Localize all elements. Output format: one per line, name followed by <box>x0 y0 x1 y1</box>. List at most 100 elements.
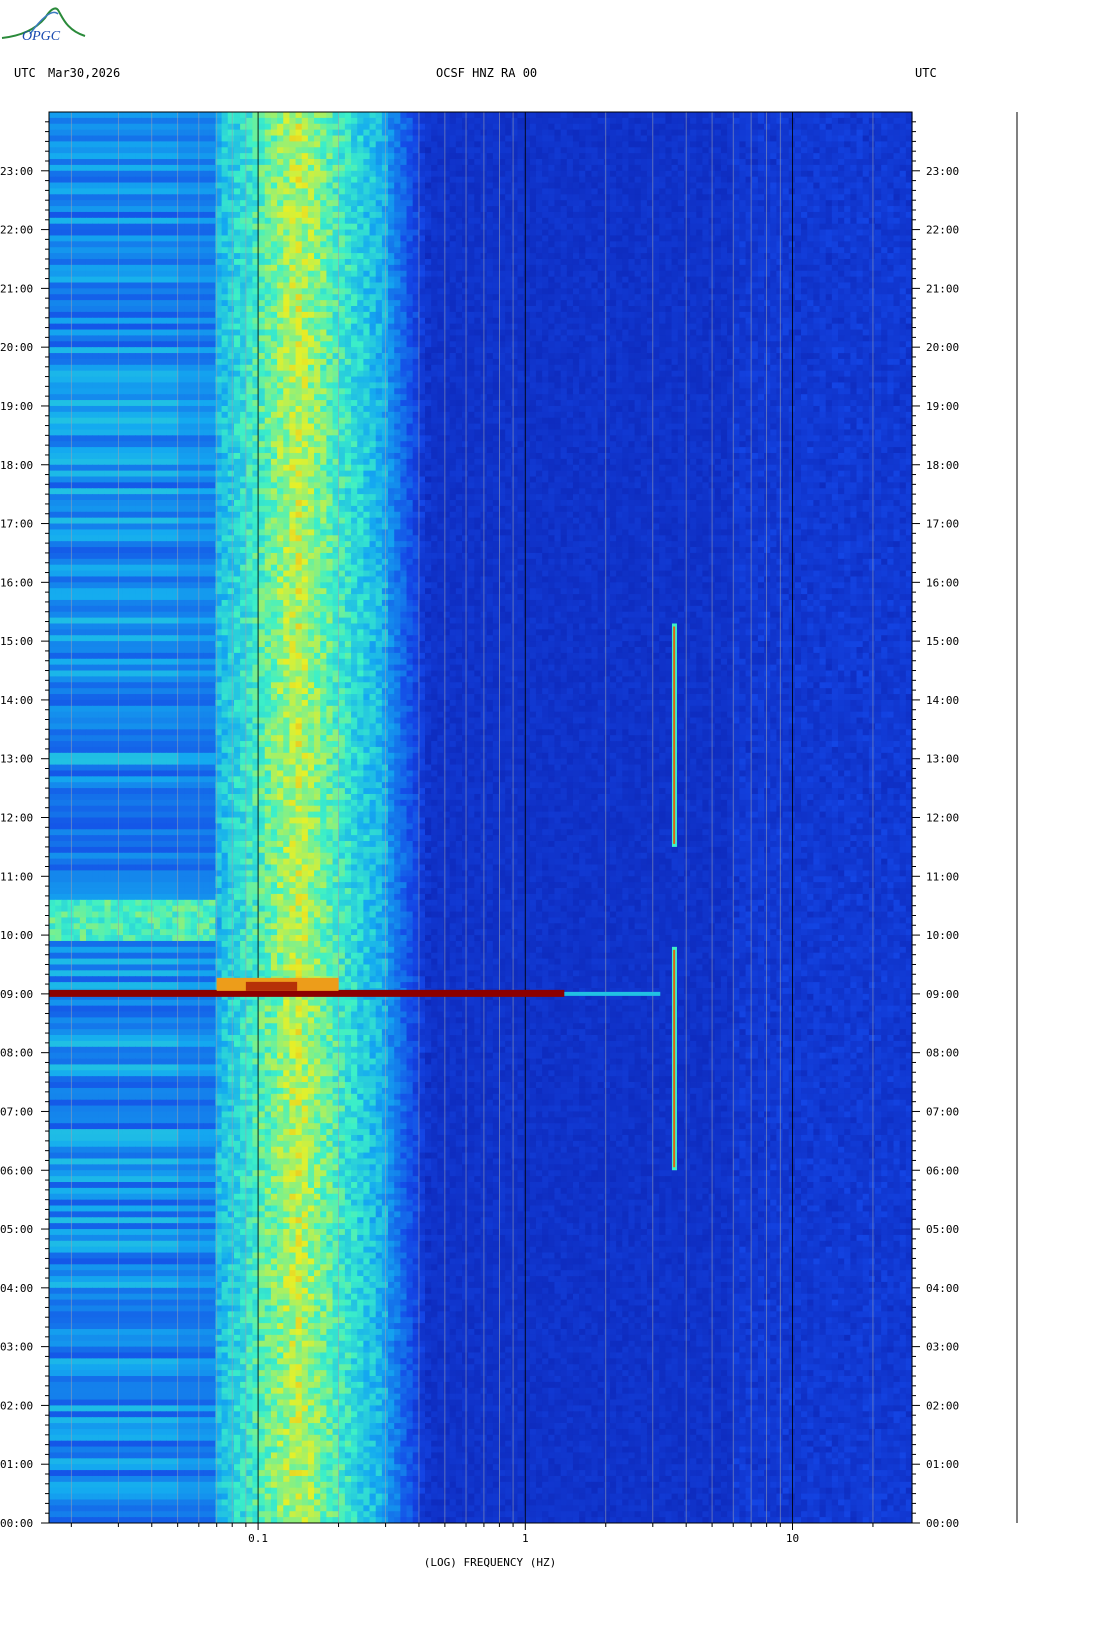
heatmap-cell <box>757 276 765 283</box>
heatmap-cell <box>320 317 327 325</box>
heatmap-cell <box>690 141 697 148</box>
heatmap-cell <box>862 264 870 272</box>
heatmap-cell <box>264 141 272 148</box>
heatmap-cell <box>351 235 358 242</box>
heatmap-cell <box>135 264 143 272</box>
heatmap-cell <box>388 270 395 278</box>
heatmap-cell <box>406 264 414 272</box>
heatmap-cell <box>905 123 913 131</box>
heatmap-cell <box>209 117 217 125</box>
heatmap-cell <box>881 288 888 295</box>
heatmap-cell <box>782 300 790 307</box>
heatmap-cell <box>646 159 654 166</box>
heatmap-cell <box>542 188 549 195</box>
heatmap-cell <box>351 294 358 301</box>
heatmap-cell <box>505 147 512 154</box>
heatmap-cell <box>548 229 556 236</box>
heatmap-cell <box>73 217 81 225</box>
heatmap-cell <box>135 188 143 195</box>
heatmap-cell <box>492 164 500 172</box>
heatmap-cell <box>702 141 710 148</box>
heatmap-cell <box>683 229 691 236</box>
heatmap-cell <box>166 129 173 136</box>
heatmap-cell <box>838 306 845 313</box>
heatmap-cell <box>277 123 284 131</box>
heatmap-cell <box>597 211 605 219</box>
heatmap-cell <box>227 176 235 183</box>
heatmap-cell <box>338 206 346 213</box>
heatmap-cell <box>400 182 408 189</box>
heatmap-cell <box>720 129 728 136</box>
heatmap-cell <box>351 129 358 136</box>
heatmap-cell <box>819 112 827 119</box>
heatmap-cell <box>727 241 734 248</box>
heatmap-cell <box>375 129 383 136</box>
heatmap-cell <box>905 282 913 289</box>
heatmap-cell <box>560 288 568 295</box>
heatmap-cell <box>351 188 358 195</box>
heatmap-cell <box>209 317 217 325</box>
heatmap-cell <box>332 206 340 213</box>
heatmap-cell <box>819 188 827 195</box>
heatmap-cell <box>455 182 463 189</box>
heatmap-cell <box>899 229 907 236</box>
heatmap-cell <box>720 311 728 319</box>
heatmap-cell <box>92 164 99 172</box>
heatmap-cell <box>893 164 901 172</box>
heatmap-cell <box>252 306 260 313</box>
heatmap-cell <box>591 300 599 307</box>
heatmap-cell <box>122 153 130 160</box>
heatmap-cell <box>369 141 377 148</box>
heatmap-cell <box>579 229 586 236</box>
heatmap-cell <box>394 117 401 125</box>
heatmap-cell <box>344 206 352 213</box>
heatmap-cell <box>622 258 630 266</box>
heatmap-cell <box>264 300 272 307</box>
heatmap-cell <box>49 276 56 283</box>
heatmap-cell <box>135 258 143 266</box>
heatmap-cell <box>628 188 636 195</box>
heatmap-cell <box>449 129 457 136</box>
heatmap-cell <box>301 147 309 154</box>
heatmap-cell <box>899 241 907 248</box>
heatmap-cell <box>116 241 124 248</box>
heatmap-cell <box>757 123 765 131</box>
heatmap-cell <box>277 306 284 313</box>
heatmap-cell <box>351 112 358 119</box>
heatmap-cell <box>745 206 753 213</box>
heatmap-cell <box>55 188 62 195</box>
heatmap-cell <box>899 129 907 136</box>
heatmap-cell <box>85 300 93 307</box>
heatmap-cell <box>628 306 636 313</box>
heatmap-cell <box>233 182 241 189</box>
heatmap-cell <box>55 176 62 183</box>
heatmap-cell <box>369 241 377 248</box>
heatmap-cell <box>246 129 254 136</box>
heatmap-cell <box>862 229 870 236</box>
heatmap-cell <box>135 300 143 307</box>
heatmap-cell <box>307 200 315 207</box>
heatmap-cell <box>73 194 81 201</box>
heatmap-cell <box>640 117 648 125</box>
heatmap-cell <box>252 200 260 207</box>
heatmap-cell <box>437 117 445 125</box>
heatmap-cell <box>653 276 660 283</box>
heatmap-cell <box>572 164 580 172</box>
heatmap-cell <box>326 129 334 136</box>
heatmap-cell <box>196 129 204 136</box>
heatmap-cell <box>727 264 734 272</box>
heatmap-cell <box>227 112 235 119</box>
heatmap-cell <box>474 164 482 172</box>
heatmap-cell <box>388 117 395 125</box>
heatmap-cell <box>462 276 469 283</box>
heatmap-cell <box>542 217 549 225</box>
heatmap-cell <box>449 147 457 154</box>
heatmap-cell <box>498 306 506 313</box>
heatmap-cell <box>585 117 593 125</box>
heatmap-cell <box>474 159 482 166</box>
heatmap-cell <box>443 135 451 142</box>
heatmap-cell <box>412 117 420 125</box>
heatmap-cell <box>455 164 463 172</box>
heatmap-cell <box>307 123 315 131</box>
heatmap-cell <box>862 235 870 242</box>
